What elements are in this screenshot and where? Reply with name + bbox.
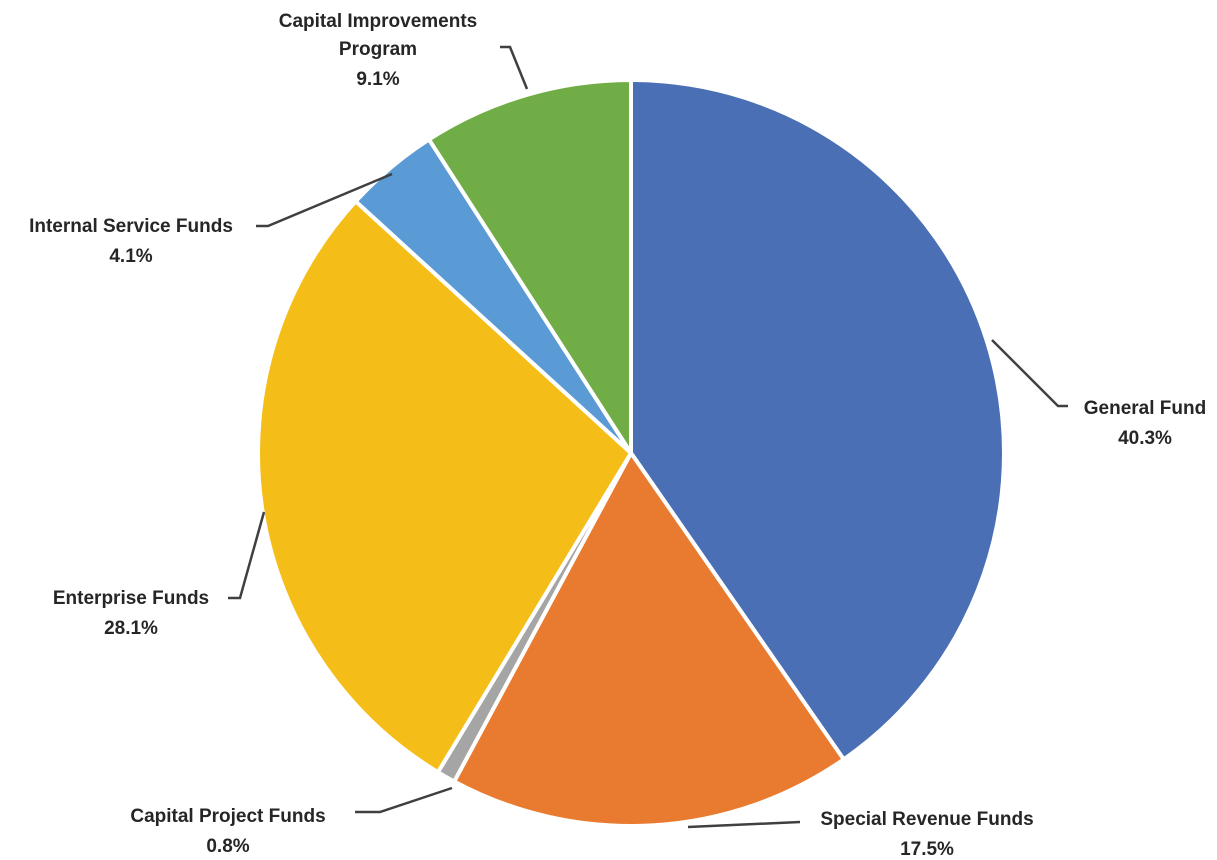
leader-line xyxy=(991,339,1068,408)
slice-label-name: Enterprise Funds xyxy=(53,588,209,609)
pie-slice-capital-improvements-program xyxy=(426,78,633,455)
pie-slice-enterprise-funds xyxy=(256,199,633,775)
slice-label-value: 9.1% xyxy=(356,69,399,90)
leader-line xyxy=(228,511,266,600)
slice-label-value: 0.8% xyxy=(206,836,249,857)
leader-lines xyxy=(228,45,1068,829)
slice-label-name: General Fund xyxy=(1084,398,1206,419)
slice-label-name: Internal Service Funds xyxy=(29,216,233,237)
pie-slices xyxy=(256,78,1006,828)
slice-label-name: Program xyxy=(339,39,417,60)
leader-line xyxy=(687,820,801,829)
leader-line xyxy=(500,45,529,90)
slice-label-value: 17.5% xyxy=(900,839,954,860)
pie-slice-general-fund xyxy=(629,78,1006,762)
slice-label-value: 40.3% xyxy=(1118,428,1172,449)
leader-line xyxy=(256,172,393,228)
slice-labels: General Fund 40.3% Special Revenue Funds 17… xyxy=(29,11,1206,860)
slice-label-name: Capital Project Funds xyxy=(130,806,325,827)
slice-label-value: 4.1% xyxy=(109,246,152,267)
pie-slice-special-revenue-funds xyxy=(452,451,846,828)
slice-label-value: 28.1% xyxy=(104,618,158,639)
leader-line xyxy=(355,786,453,814)
slice-label-name: Capital Improvements xyxy=(279,11,478,32)
slice-label-name: Special Revenue Funds xyxy=(820,809,1033,830)
